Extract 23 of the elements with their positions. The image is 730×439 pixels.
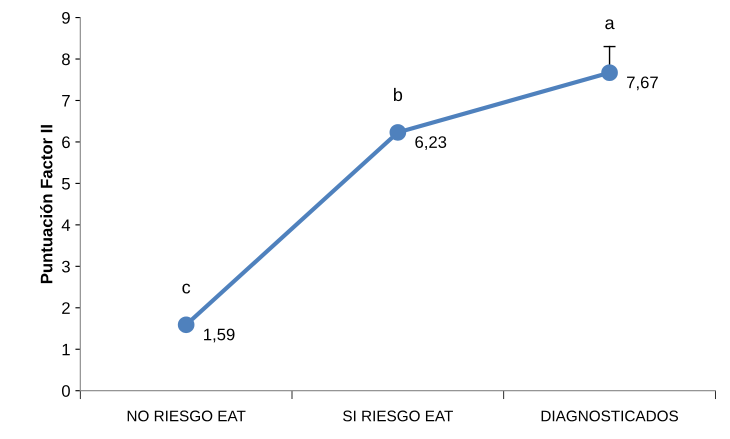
- point: [178, 316, 194, 334]
- y-tick-label: 3: [62, 260, 70, 273]
- x-tick-label: SI RIESGO EAT: [343, 410, 453, 422]
- y-tick-label: 6: [62, 136, 70, 148]
- y-axis-title: Puntuación Factor II: [40, 125, 52, 284]
- annotation: b: [394, 88, 402, 102]
- y-tick-label: 5: [62, 178, 70, 190]
- y-tick-label: 2: [62, 302, 70, 314]
- y-tick-label: 9: [62, 12, 70, 24]
- x-tick-label: DIAGNOSTICADOS: [542, 410, 678, 422]
- annotation: a: [605, 19, 615, 30]
- y-tick-label: 4: [62, 219, 70, 231]
- y-tick-label: 7: [62, 95, 70, 107]
- x-tick-label: NO RIESGO EAT: [128, 410, 246, 422]
- data-label: 6,23: [415, 136, 446, 150]
- data-label: 1,59: [204, 328, 234, 342]
- y-tick-label: 1: [62, 344, 70, 356]
- point: [390, 124, 406, 141]
- y-tick-label: 8: [62, 53, 70, 66]
- data-label: 7,67: [627, 76, 658, 90]
- y-tick-label: 0: [62, 385, 70, 397]
- annotation: c: [182, 284, 190, 294]
- point: [601, 64, 618, 82]
